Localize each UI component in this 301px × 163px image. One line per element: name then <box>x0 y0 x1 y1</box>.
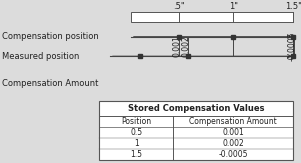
Text: 1.5": 1.5" <box>285 2 301 11</box>
Text: Position: Position <box>121 117 151 126</box>
Text: 0.001: 0.001 <box>222 128 244 137</box>
Text: Compensation position: Compensation position <box>2 32 98 41</box>
Bar <box>99 101 293 160</box>
Text: 1: 1 <box>134 139 138 148</box>
Text: -0.0005: -0.0005 <box>219 150 248 159</box>
Text: -0.0005: -0.0005 <box>288 32 297 61</box>
Text: Compensation Amount: Compensation Amount <box>189 117 277 126</box>
Text: Compensation Amount: Compensation Amount <box>2 79 98 88</box>
Text: 1.5: 1.5 <box>130 150 142 159</box>
Text: 0.001: 0.001 <box>172 36 182 57</box>
Text: 0.5: 0.5 <box>130 128 142 137</box>
Text: 0.002: 0.002 <box>222 139 244 148</box>
Text: .5": .5" <box>173 2 185 11</box>
Text: Measured position: Measured position <box>2 52 79 61</box>
Text: 1": 1" <box>229 2 238 11</box>
Bar <box>131 12 293 22</box>
Text: Stored Compensation Values: Stored Compensation Values <box>128 104 265 113</box>
Text: 0.002: 0.002 <box>182 36 191 57</box>
